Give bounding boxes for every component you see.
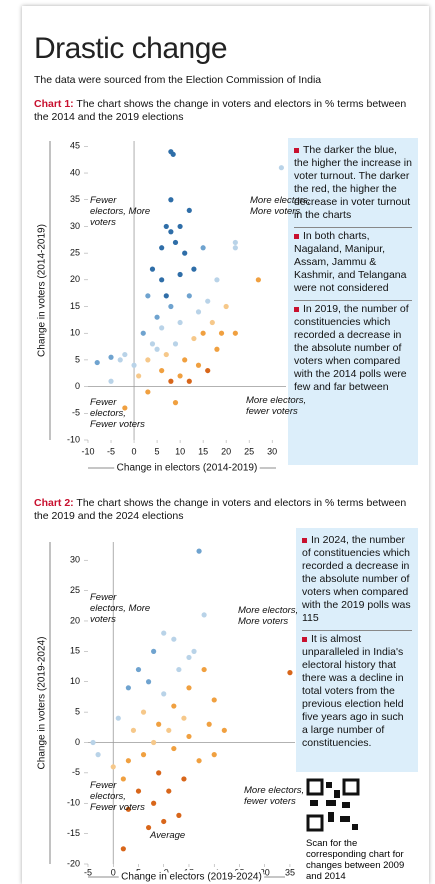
annotation: Average xyxy=(150,830,186,841)
caption: Chart 2: The chart shows the change in v… xyxy=(34,497,414,523)
note: In 2024, the number of constituencies wh… xyxy=(302,532,412,631)
sidebar: In 2024, the number of constituencies wh… xyxy=(296,528,418,772)
scan-note: Scan for the corresponding chart for cha… xyxy=(306,838,405,882)
title: Drastic change xyxy=(34,32,228,65)
chart-label: Chart 2: xyxy=(34,497,74,509)
caption: Chart 1: The chart shows the change in v… xyxy=(34,98,414,124)
annotation: Fewer electors, More voters xyxy=(90,592,151,625)
annotation: More electors, fewer voters xyxy=(246,395,307,417)
annotation: Fewer electors, Fewer voters xyxy=(90,780,145,813)
annotation: More electors, fewer voters xyxy=(244,785,305,807)
caption-text: The chart shows the change in voters and… xyxy=(34,98,407,123)
annotation: Fewer electors, Fewer voters xyxy=(90,397,145,430)
caption-text: The chart shows the change in voters and… xyxy=(34,497,407,522)
note: It is almost unparalleled in India's ele… xyxy=(302,631,412,755)
sidebar: The darker the blue, the higher the incr… xyxy=(288,138,418,465)
subtitle: The data were sourced from the Election … xyxy=(34,74,322,86)
annotation: More electors, More voters xyxy=(250,195,311,217)
qr-code xyxy=(306,778,360,832)
note: In both charts, Nagaland, Manipur, Assam… xyxy=(294,228,412,301)
annotation: More electors, More voters xyxy=(238,605,299,627)
annotation: Fewer electors, More voters xyxy=(90,195,151,228)
note: The darker the blue, the higher the incr… xyxy=(294,142,412,228)
chart-label: Chart 1: xyxy=(34,98,74,110)
note: In 2019, the number of constituencies wh… xyxy=(294,301,412,399)
